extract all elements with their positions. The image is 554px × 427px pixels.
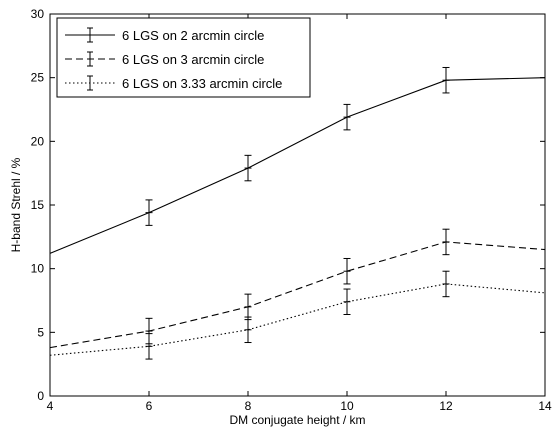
- x-axis-label: DM conjugate height / km: [229, 413, 365, 427]
- error-bar-s2-p4: [343, 257, 351, 285]
- series-line-1: [49, 77, 546, 254]
- legend-label-3: 6 LGS on 3.33 arcmin circle: [122, 76, 282, 91]
- series-line-3: [49, 283, 546, 356]
- legend-entry-3: 6 LGS on 3.33 arcmin circle: [65, 75, 282, 91]
- x-tick-label-4: 10: [340, 399, 354, 413]
- x-tick-label-6: 14: [538, 399, 552, 413]
- axes-layer: 4 6 8 10 12 14 0 5 10 15 20 25 30: [31, 7, 552, 413]
- plot-layer: [49, 66, 546, 360]
- legend-label-1: 6 LGS on 2 arcmin circle: [122, 28, 264, 43]
- error-bar-s1-p3: [244, 154, 252, 182]
- error-bar-s2-p5: [442, 228, 450, 256]
- error-bar-s3-p4: [343, 288, 351, 316]
- x-tick-label-1: 4: [47, 399, 54, 413]
- error-bar-s1-p2: [145, 199, 153, 226]
- y-tick-label-3: 10: [31, 262, 45, 276]
- x-tick-label-5: 12: [439, 399, 453, 413]
- error-bar-s3-p3: [244, 316, 252, 344]
- legend-box: [56, 17, 311, 98]
- error-bar-s1-p4: [343, 103, 351, 131]
- y-tick-label-2: 5: [37, 325, 44, 339]
- series-line-2: [49, 241, 546, 349]
- y-tick-label-6: 25: [31, 71, 45, 85]
- legend-entry-2: 6 LGS on 3 arcmin circle: [65, 51, 264, 67]
- y-axis-label: H-band Strehl / %: [9, 157, 23, 252]
- error-bar-s2-p3: [244, 293, 252, 321]
- error-bar-s3-p5: [442, 270, 450, 298]
- legend-entry-1: 6 LGS on 2 arcmin circle: [65, 27, 264, 43]
- x-tick-label-2: 6: [146, 399, 153, 413]
- y-tick-label-1: 0: [37, 389, 44, 403]
- error-bar-s3-p2: [145, 333, 153, 360]
- error-bar-s1-p5: [442, 66, 450, 94]
- x-tick-label-3: 8: [245, 399, 252, 413]
- y-tick-label-5: 20: [31, 134, 45, 148]
- legend: 6 LGS on 2 arcmin circle 6 LGS on 3 arcmi…: [56, 17, 311, 98]
- y-tick-label-4: 15: [31, 198, 45, 212]
- y-tick-label-7: 30: [31, 7, 45, 21]
- legend-label-2: 6 LGS on 3 arcmin circle: [122, 52, 264, 67]
